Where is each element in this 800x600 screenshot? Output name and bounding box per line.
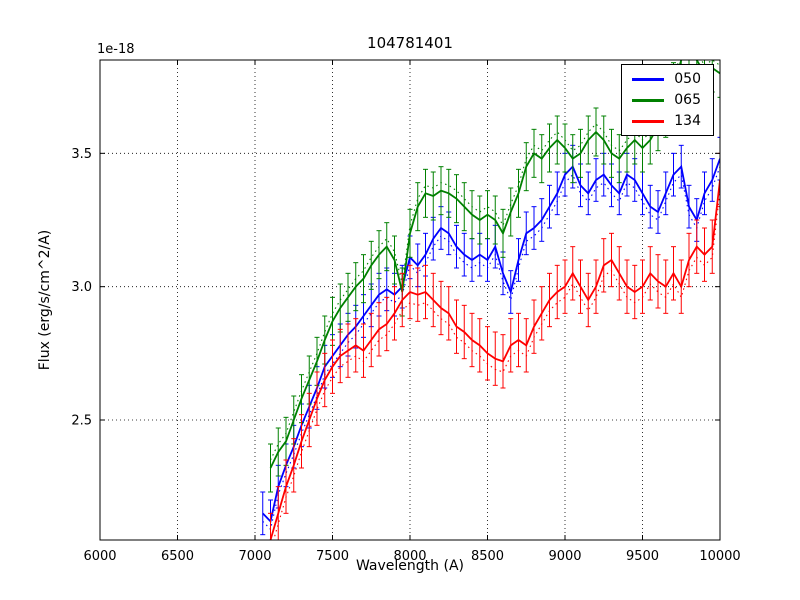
legend-line-sample: [632, 98, 665, 102]
series-dotted-line-134: [273, 190, 720, 540]
x-tick-label: 10000: [699, 549, 740, 564]
series-line-050: [262, 158, 720, 524]
x-tick-label: 8000: [393, 549, 426, 564]
x-tick-label: 9000: [548, 549, 581, 564]
x-tick-label: 6000: [83, 549, 116, 564]
x-tick-label: 7000: [238, 549, 271, 564]
y-axis-offset-text: 1e-18: [97, 42, 135, 57]
y-tick-label: 3.0: [71, 280, 92, 295]
series-group: [260, 60, 720, 540]
x-tick-label: 8500: [471, 549, 504, 564]
y-tick-label: 3.5: [71, 147, 92, 162]
series-line-065: [269, 60, 720, 469]
series-line-134: [269, 179, 720, 540]
legend-entry: 134: [632, 113, 701, 129]
legend-label: 134: [674, 113, 701, 129]
chart-title: 104781401: [367, 34, 453, 52]
x-tick-label: 7500: [316, 549, 349, 564]
series-dotted-line-050: [262, 166, 720, 531]
x-tick-label: 9500: [626, 549, 659, 564]
x-axis-label: Wavelength (A): [355, 558, 464, 574]
legend-label: 050: [674, 71, 701, 87]
legend: 050 065 134: [621, 64, 714, 136]
y-tick-label: 2.5: [71, 414, 92, 429]
legend-entry: 050: [632, 71, 701, 87]
legend-line-sample: [632, 77, 665, 81]
legend-line-sample: [632, 119, 665, 123]
y-axis-label: Flux (erg/s/cm^2/A): [37, 229, 53, 371]
x-tick-label: 6500: [161, 549, 194, 564]
legend-label: 065: [674, 92, 701, 108]
legend-entry: 065: [632, 92, 701, 108]
